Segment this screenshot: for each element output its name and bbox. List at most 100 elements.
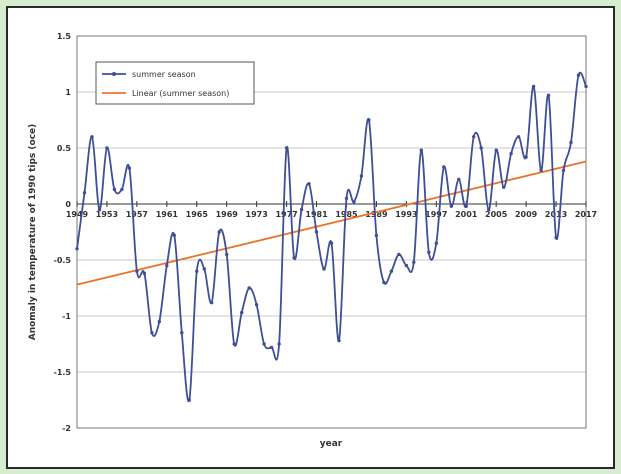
data-point [157, 319, 161, 324]
data-point [127, 166, 132, 170]
data-point [135, 269, 139, 273]
y-tick-label: -2 [62, 424, 71, 433]
data-point [419, 148, 423, 152]
data-point [150, 331, 154, 335]
data-point [352, 200, 356, 204]
y-tick-label: 0.5 [57, 144, 72, 153]
data-point [269, 345, 274, 350]
data-point [247, 286, 251, 290]
data-point [576, 73, 581, 77]
data-point [187, 398, 191, 402]
data-point [554, 235, 558, 240]
data-point [90, 135, 94, 139]
data-point [404, 263, 409, 268]
y-tick-label: 0 [65, 200, 71, 209]
legend-trend-label: Linear (summer season) [132, 89, 229, 98]
x-tick-label: 1997 [425, 210, 447, 219]
y-tick-label: -0.5 [54, 256, 72, 265]
data-point [359, 174, 364, 178]
x-axis-label: year [320, 439, 343, 449]
data-point [202, 267, 206, 271]
data-point [180, 331, 184, 335]
x-tick-label: 1949 [66, 210, 89, 219]
data-point [142, 271, 147, 276]
data-point [120, 187, 124, 192]
data-point [217, 230, 221, 234]
data-point [329, 241, 334, 245]
x-tick-label: 1961 [156, 210, 179, 219]
data-point [97, 207, 102, 212]
data-point [382, 280, 386, 285]
x-tick-label: 1981 [305, 210, 328, 219]
data-point [292, 256, 296, 260]
x-tick-label: 2005 [485, 210, 508, 219]
y-tick-label: 1 [65, 88, 71, 97]
data-point [254, 303, 259, 307]
x-tick-label: 1973 [246, 210, 268, 219]
x-tick-label: 2013 [545, 210, 567, 219]
data-point [561, 168, 566, 173]
data-point [277, 342, 281, 346]
data-point [284, 146, 289, 150]
data-point [225, 252, 229, 257]
data-point [509, 151, 513, 156]
data-point [487, 207, 491, 212]
data-point [397, 252, 401, 257]
data-point [457, 177, 461, 182]
data-point [344, 196, 349, 201]
y-tick-labels: 1.5 1 0.5 0 -0.5 -1 -1.5 -2 [54, 32, 72, 433]
y-axis-label: Anomaly in temperature of 1990 tips (oce… [28, 124, 38, 341]
data-point [374, 233, 379, 238]
data-point [584, 84, 588, 89]
data-point [569, 140, 573, 145]
x-tick-label: 1977 [275, 210, 297, 219]
legend: summer season Linear (summer season) [95, 61, 255, 105]
data-point [502, 185, 506, 189]
data-point [299, 207, 304, 212]
y-tick-label: -1 [62, 312, 71, 321]
trend-line [76, 160, 587, 286]
y-tick-label: -1.5 [54, 368, 72, 377]
data-point [322, 267, 326, 271]
data-point [531, 84, 536, 89]
x-tick-label: 1989 [365, 210, 388, 219]
data-point [472, 135, 476, 139]
data-point [449, 204, 453, 208]
plot-border [76, 35, 587, 429]
data-point [112, 187, 117, 192]
series-points [75, 73, 588, 402]
data-point [427, 250, 431, 254]
data-point [262, 342, 266, 346]
data-point [210, 300, 214, 305]
data-point [479, 146, 483, 150]
x-tick-label: 1969 [216, 210, 239, 219]
data-point [195, 269, 199, 273]
x-tick-label: 2001 [455, 210, 478, 219]
x-tick-label: 1993 [395, 210, 417, 219]
legend-series-label: summer season [132, 70, 196, 79]
data-point [232, 342, 236, 346]
data-point [240, 310, 244, 315]
data-point [337, 338, 341, 343]
legend-box [95, 61, 255, 105]
data-point [516, 135, 521, 139]
data-point [442, 165, 446, 169]
data-point [524, 155, 528, 159]
x-tick-labels: 1949 1953 1957 1961 1965 1969 1973 1977 1981 1985… [66, 210, 597, 219]
legend-series-marker [112, 72, 116, 76]
data-point [464, 204, 468, 208]
data-point [389, 269, 394, 273]
chart-svg: 1.5 1 0.5 0 -0.5 -1 -1.5 -2 1949 1953 1957 1961 196… [28, 32, 597, 449]
x-tick-label: 1957 [126, 210, 148, 219]
data-point [314, 230, 319, 234]
x-tick-label: 2009 [515, 210, 538, 219]
data-point [494, 148, 498, 152]
data-point [165, 263, 169, 268]
data-point [546, 93, 551, 98]
data-point [172, 233, 176, 238]
x-tick-label: 1953 [96, 210, 118, 219]
data-point [307, 182, 311, 186]
data-point [412, 260, 416, 264]
data-point [367, 118, 371, 122]
x-tick-label: 1985 [335, 210, 358, 219]
